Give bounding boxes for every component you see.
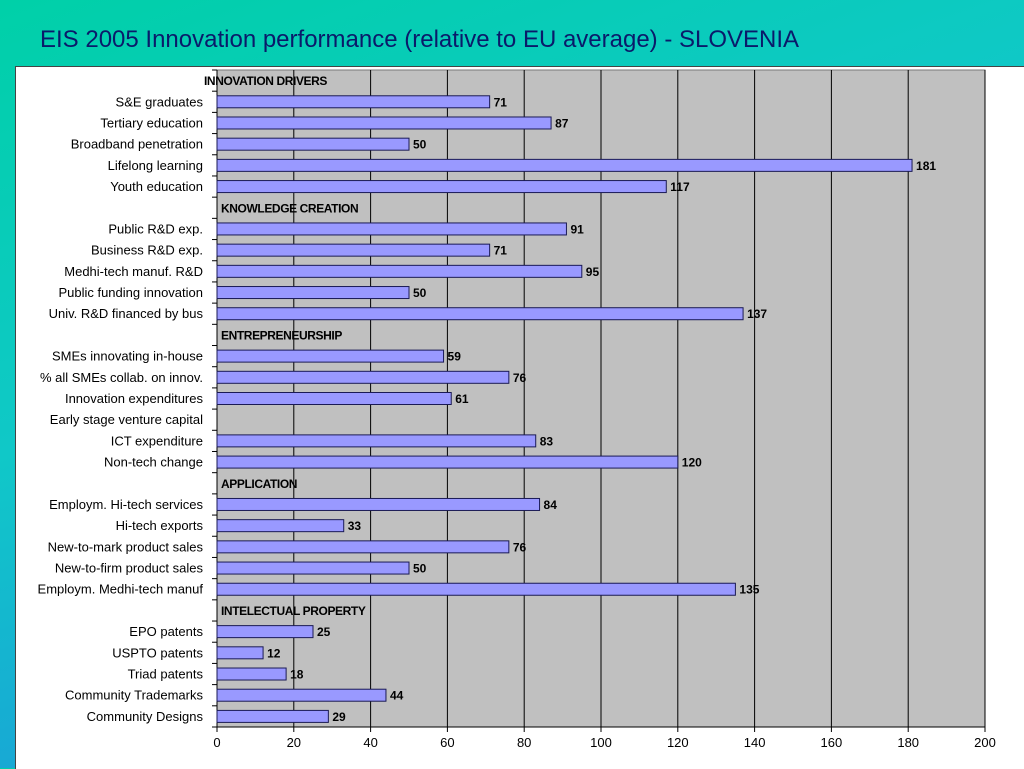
bar — [216, 434, 537, 448]
x-tick-label: 0 — [213, 735, 220, 750]
data-label: 25 — [317, 625, 331, 639]
section-header: KNOWLEDGE CREATION — [221, 201, 358, 215]
bar — [216, 646, 264, 660]
data-label: 61 — [455, 392, 469, 406]
chart-frame: 0 20 40 60 80 100 120 140 160 180 200 INNOVATION DR… — [15, 66, 1024, 769]
data-label: 12 — [267, 646, 281, 660]
bar — [216, 243, 491, 257]
data-label: 181 — [916, 159, 936, 173]
bar — [216, 286, 410, 300]
slide-title: EIS 2005 Innovation performance (relativ… — [40, 26, 800, 53]
bar — [216, 307, 744, 321]
data-label: 120 — [682, 456, 702, 470]
category-label: Early stage venture capital — [50, 412, 203, 427]
data-label: 87 — [555, 116, 569, 130]
category-label: Business R&D exp. — [91, 243, 203, 258]
data-label: 44 — [390, 689, 404, 703]
category-label: Employm. Medhi-tech manuf — [38, 582, 204, 597]
category-label: Public funding innovation — [58, 285, 203, 300]
bar — [216, 158, 913, 172]
data-label: 135 — [739, 583, 759, 597]
data-label: 33 — [348, 519, 362, 533]
category-label: Innovation expenditures — [65, 391, 204, 406]
bar — [216, 222, 567, 236]
bar — [216, 540, 510, 554]
category-label: ICT expenditure — [111, 433, 203, 448]
category-label: % all SMEs collab. on innov. — [40, 370, 203, 385]
data-label: 137 — [747, 307, 767, 321]
category-label: New-to-firm product sales — [55, 561, 204, 576]
bar-chart: 0 20 40 60 80 100 120 140 160 180 200 INNOVATION DR… — [38, 69, 996, 750]
bar — [216, 116, 552, 130]
bar — [216, 370, 510, 384]
x-tick-label: 20 — [287, 735, 301, 750]
data-label: 29 — [332, 710, 346, 724]
bar — [216, 688, 387, 702]
x-tick-label: 100 — [590, 735, 612, 750]
bar — [216, 561, 410, 575]
x-tick-label: 40 — [363, 735, 377, 750]
category-label: Employm. Hi-tech services — [49, 497, 203, 512]
data-label: 76 — [513, 540, 527, 554]
section-header: INNOVATION DRIVERS — [204, 74, 327, 88]
data-label: 76 — [513, 371, 527, 385]
bar — [216, 137, 410, 151]
x-tick-label: 160 — [821, 735, 843, 750]
x-tick-label: 180 — [897, 735, 919, 750]
category-label: New-to-mark product sales — [48, 539, 204, 554]
x-tick-label: 80 — [517, 735, 531, 750]
category-label: Broadband penetration — [71, 137, 203, 152]
category-label: S&E graduates — [116, 94, 204, 109]
bar — [216, 709, 329, 723]
bar — [216, 519, 345, 533]
category-label: SMEs innovating in-house — [52, 349, 203, 364]
category-label: Lifelong learning — [108, 158, 203, 173]
bar — [216, 582, 736, 596]
data-label: 18 — [290, 668, 304, 682]
data-label: 71 — [494, 95, 508, 109]
category-label: Univ. R&D financed by bus — [49, 306, 204, 321]
data-label: 50 — [413, 562, 427, 576]
category-label: Non-tech change — [104, 455, 203, 470]
x-tick-label: 60 — [440, 735, 454, 750]
bar — [216, 455, 679, 469]
data-label: 117 — [670, 180, 690, 194]
bar — [216, 497, 541, 511]
data-label: 83 — [540, 434, 554, 448]
category-label: Public R&D exp. — [108, 221, 203, 236]
bar — [216, 625, 314, 639]
data-label: 50 — [413, 286, 427, 300]
bar — [216, 667, 287, 681]
category-label: Tertiary education — [100, 115, 203, 130]
x-tick-label: 120 — [667, 735, 689, 750]
bar — [216, 349, 445, 363]
data-label: 84 — [544, 498, 558, 512]
section-header: ENTREPRENEURSHIP — [221, 328, 342, 342]
data-label: 50 — [413, 138, 427, 152]
bar — [216, 180, 667, 194]
bar — [216, 392, 452, 405]
section-header: APPLICATION — [221, 477, 297, 491]
category-label: Youth education — [110, 179, 203, 194]
data-label: 59 — [448, 350, 462, 364]
category-label: Community Designs — [87, 709, 204, 724]
category-label: Triad patents — [128, 667, 204, 682]
category-label: Hi-tech exports — [116, 518, 204, 533]
data-label: 95 — [586, 265, 600, 279]
category-label: EPO patents — [129, 624, 203, 639]
category-label: Community Trademarks — [65, 688, 203, 703]
section-header: INTELECTUAL PROPERTY — [221, 604, 366, 618]
bar — [216, 95, 491, 109]
category-label: Medhi-tech manuf. R&D — [64, 264, 203, 279]
x-tick-label: 140 — [744, 735, 766, 750]
category-label: USPTO patents — [112, 645, 203, 660]
bar — [216, 264, 583, 278]
data-label: 71 — [494, 244, 508, 258]
data-label: 91 — [570, 222, 584, 236]
x-tick-label: 200 — [974, 735, 996, 750]
